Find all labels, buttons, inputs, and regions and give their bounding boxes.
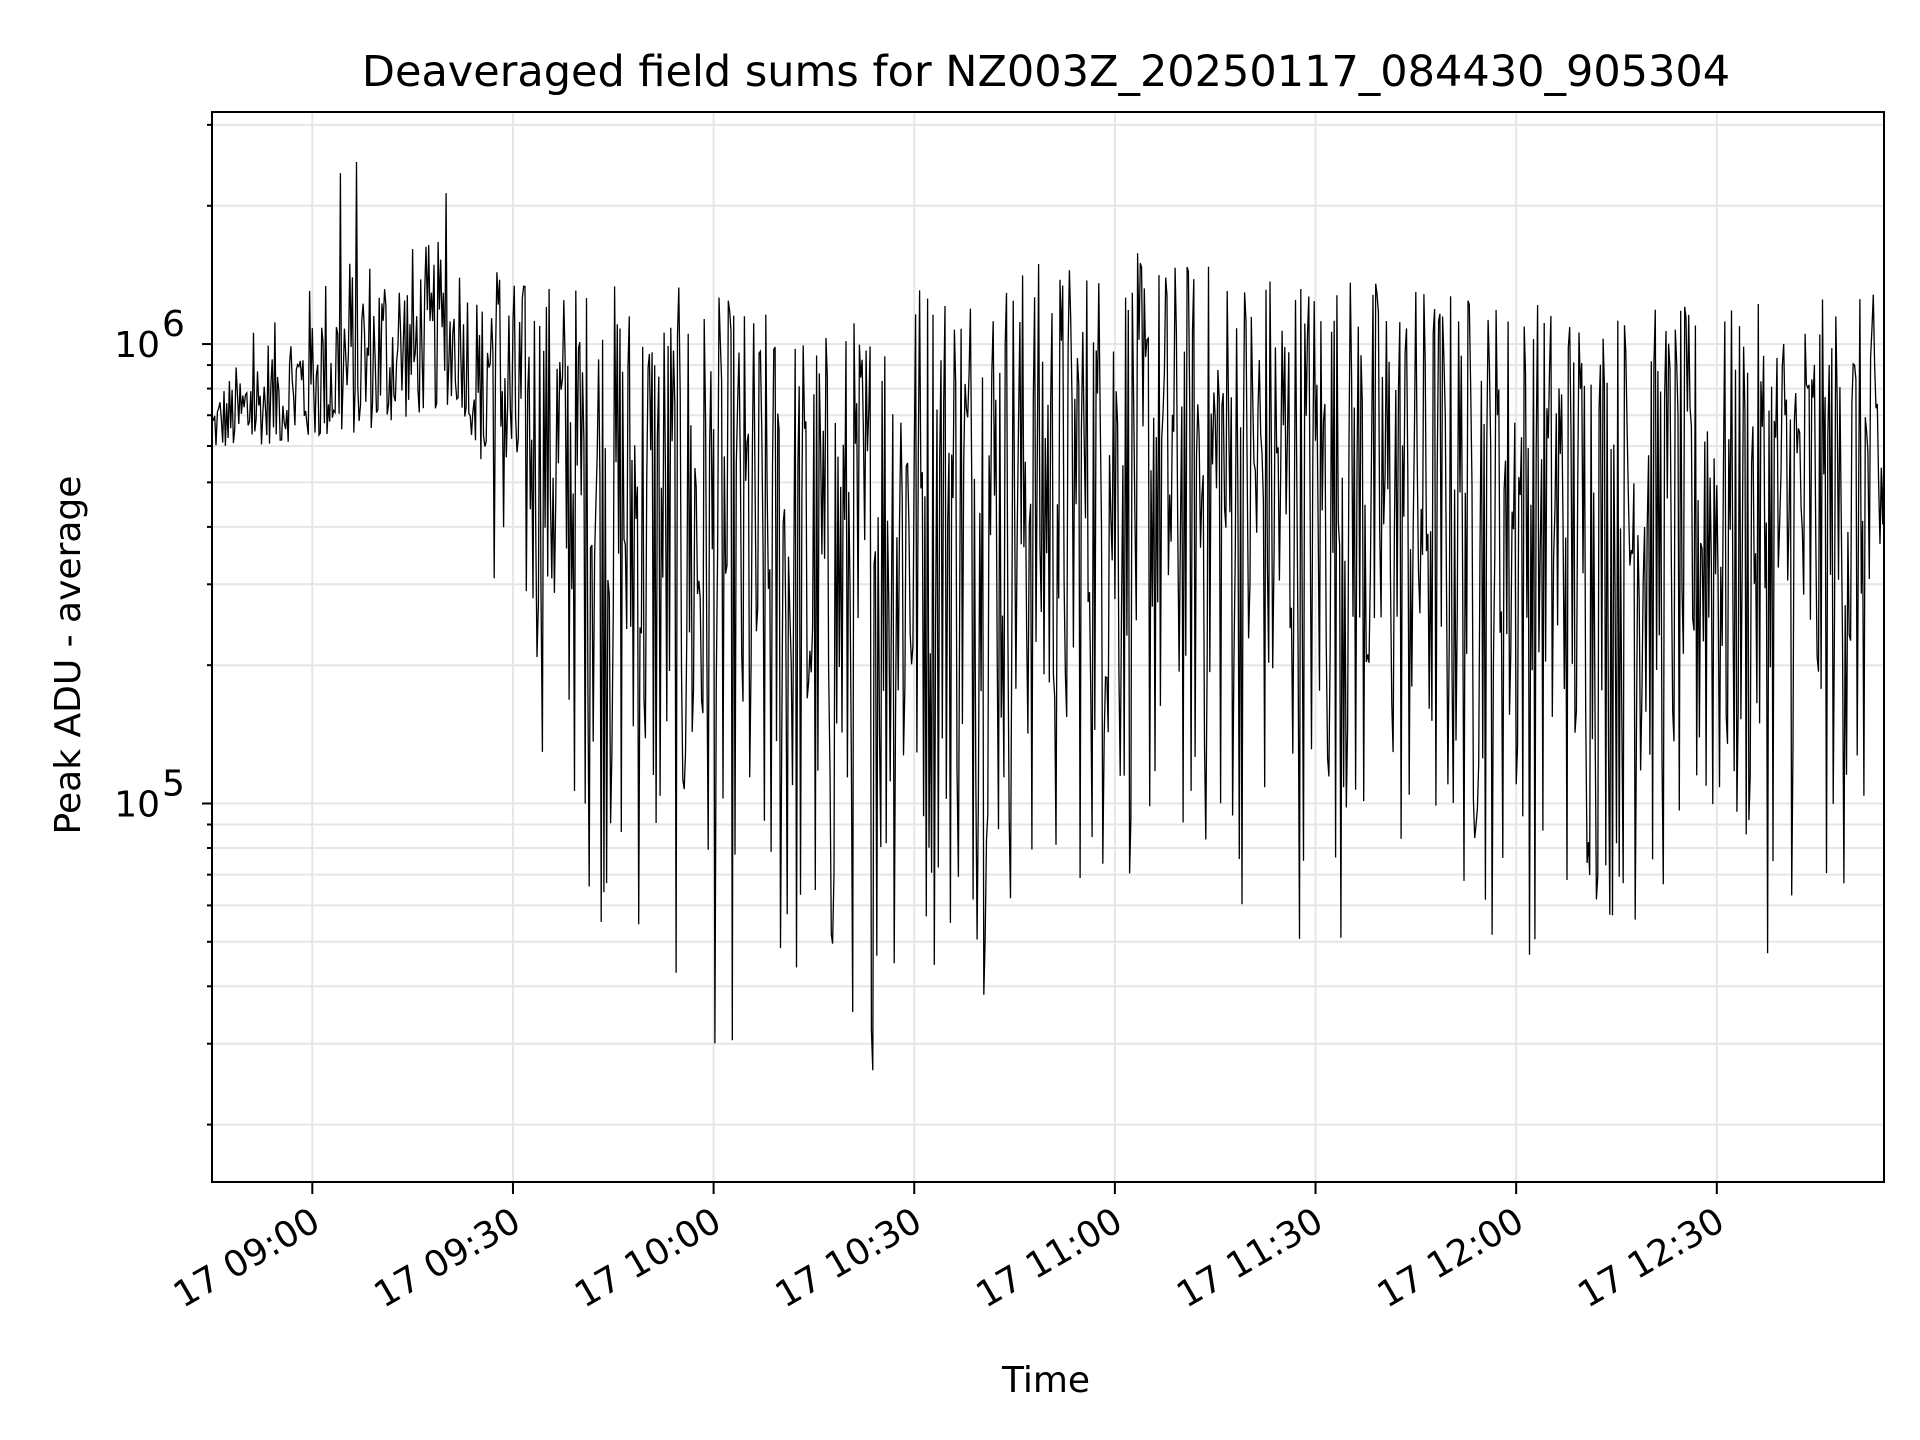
y-tick-label-base: 10	[114, 784, 160, 825]
y-tick-label-exponent: 5	[162, 763, 185, 804]
chart-title: Deaveraged field sums for NZ003Z_2025011…	[362, 47, 1730, 97]
y-tick-label: 10	[114, 325, 160, 366]
series-line	[211, 161, 1885, 1071]
y-tick-label-base: 10	[114, 325, 160, 366]
y-tick-label: 10	[114, 784, 160, 825]
y-tick-label-exponent: 6	[162, 304, 185, 345]
series-group	[211, 161, 1885, 1071]
plot-frame	[211, 111, 1885, 1183]
x-axis-label: Time	[1001, 1360, 1090, 1401]
y-axis-label: Peak ADU - average	[48, 476, 89, 835]
